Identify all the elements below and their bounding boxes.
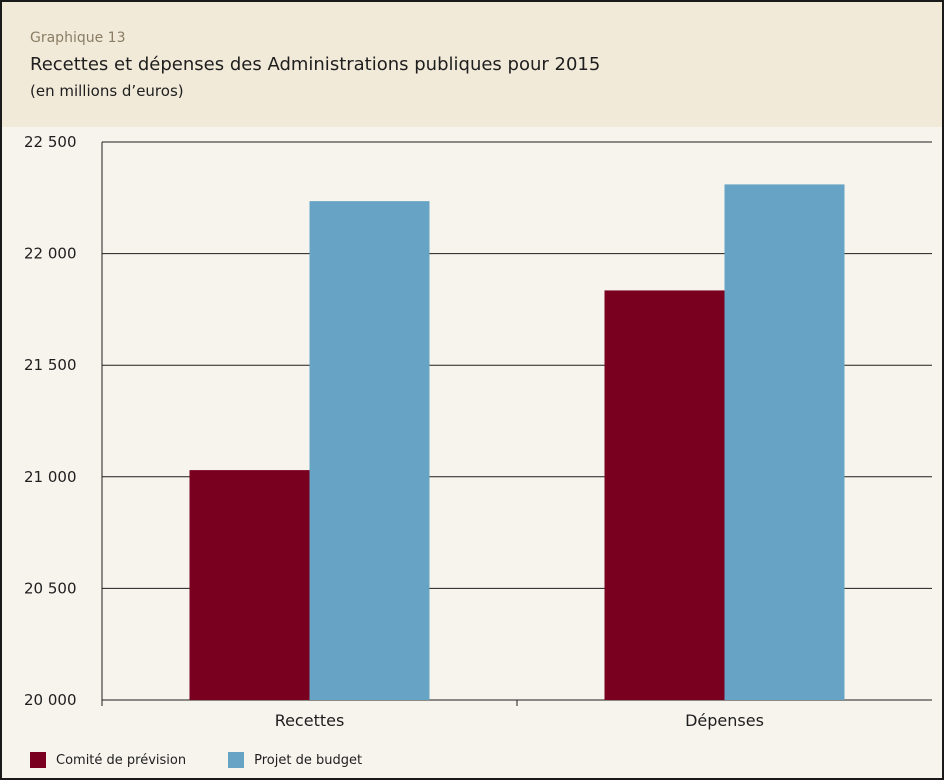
- legend-label-projet: Projet de budget: [254, 752, 363, 768]
- bar-comite-depenses: [604, 290, 725, 700]
- y-tick-label: 20 000: [24, 691, 77, 709]
- bar-comite-recettes: [189, 470, 310, 700]
- y-tick-label: 22 000: [24, 245, 77, 263]
- header-band: [2, 2, 942, 127]
- legend-item-comite: Comité de prévision: [30, 752, 186, 768]
- legend-swatch-projet: [228, 752, 245, 768]
- bar-projet-recettes: [309, 201, 430, 700]
- y-tick-label: 20 500: [24, 579, 77, 597]
- legend: Comité de prévision Projet de budget: [30, 752, 404, 768]
- legend-swatch-comite: [30, 752, 46, 768]
- chart-kicker: Graphique 13: [30, 30, 126, 46]
- legend-item-projet: Projet de budget: [228, 752, 362, 768]
- legend-label-comite: Comité de prévision: [56, 752, 187, 768]
- x-category-label: Recettes: [275, 711, 345, 730]
- chart-title: Recettes et dépenses des Administrations…: [30, 54, 601, 75]
- bar-projet-depenses: [724, 184, 845, 700]
- x-category-label: Dépenses: [685, 711, 764, 730]
- chart-subtitle: (en millions d’euros): [30, 82, 184, 100]
- y-tick-label: 21 500: [24, 356, 77, 374]
- y-tick-label: 22 500: [24, 133, 77, 151]
- y-tick-label: 21 000: [24, 468, 77, 486]
